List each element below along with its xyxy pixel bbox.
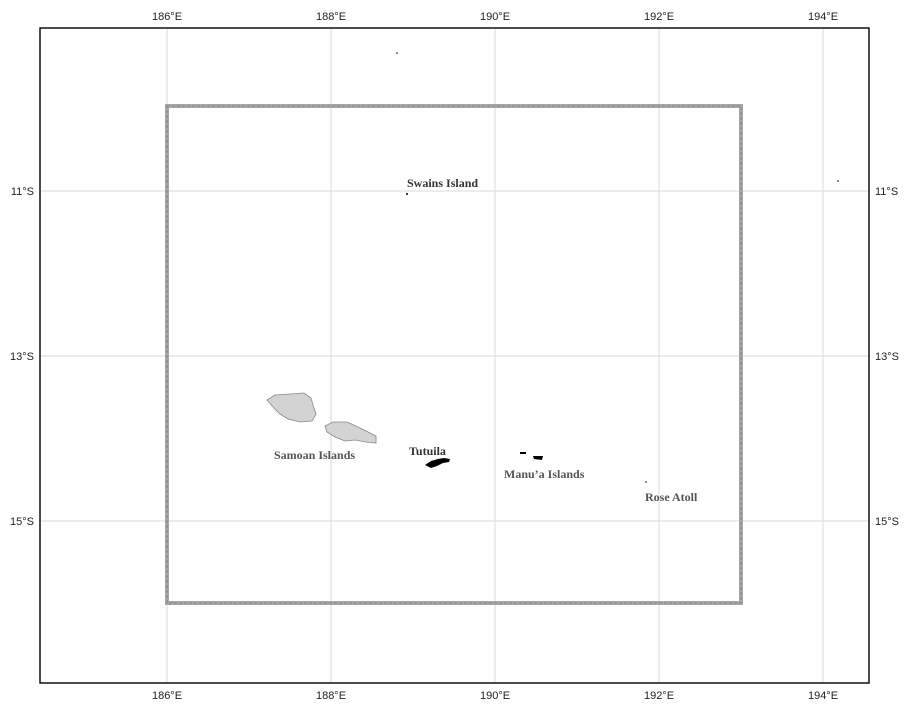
tick-lon-bottom: 188°E xyxy=(316,690,346,702)
bottom-tick-labels: 186°E 188°E 190°E 192°E 194°E xyxy=(152,690,838,702)
tick-lon-top: 190°E xyxy=(480,11,510,23)
tick-lon-bottom: 190°E xyxy=(480,690,510,702)
tick-lon-top: 192°E xyxy=(644,11,674,23)
rose-atoll-mark xyxy=(645,481,647,483)
savaii-island xyxy=(266,392,317,423)
right-tick-labels: 11°S 13°S 15°S xyxy=(875,186,899,528)
label-tutuila: Tutuila xyxy=(409,444,446,458)
top-tick-labels: 186°E 188°E 190°E 192°E 194°E xyxy=(152,11,838,23)
tick-lon-bottom: 192°E xyxy=(644,690,674,702)
map-frame xyxy=(39,27,870,684)
upolu-island xyxy=(324,421,377,444)
study-area-inner-line xyxy=(166,105,742,604)
small-island-mark xyxy=(396,52,398,54)
tau-island xyxy=(533,456,543,460)
tutuila-island xyxy=(425,458,450,468)
label-samoan-islands: Samoan Islands xyxy=(274,448,355,462)
tick-lon-top: 186°E xyxy=(152,11,182,23)
tick-lon-bottom: 194°E xyxy=(808,690,838,702)
tick-lon-bottom: 186°E xyxy=(152,690,182,702)
left-tick-labels: 11°S 13°S 15°S xyxy=(10,186,34,528)
tick-lat-left: 11°S xyxy=(11,186,34,198)
small-island-mark xyxy=(837,180,839,182)
tick-lat-left: 15°S xyxy=(10,516,34,528)
label-swains-island: Swains Island xyxy=(407,176,478,190)
tick-lat-right: 15°S xyxy=(875,516,899,528)
label-manua-islands: Manu’a Islands xyxy=(504,467,585,481)
label-rose-atoll: Rose Atoll xyxy=(645,490,698,504)
ofu-olosega-island xyxy=(520,452,526,454)
tick-lat-right: 11°S xyxy=(875,186,898,198)
tick-lon-top: 194°E xyxy=(808,11,838,23)
tick-lat-left: 13°S xyxy=(10,351,34,363)
swains-island-mark xyxy=(406,193,408,195)
tick-lat-right: 13°S xyxy=(875,351,899,363)
tick-lon-top: 188°E xyxy=(316,11,346,23)
